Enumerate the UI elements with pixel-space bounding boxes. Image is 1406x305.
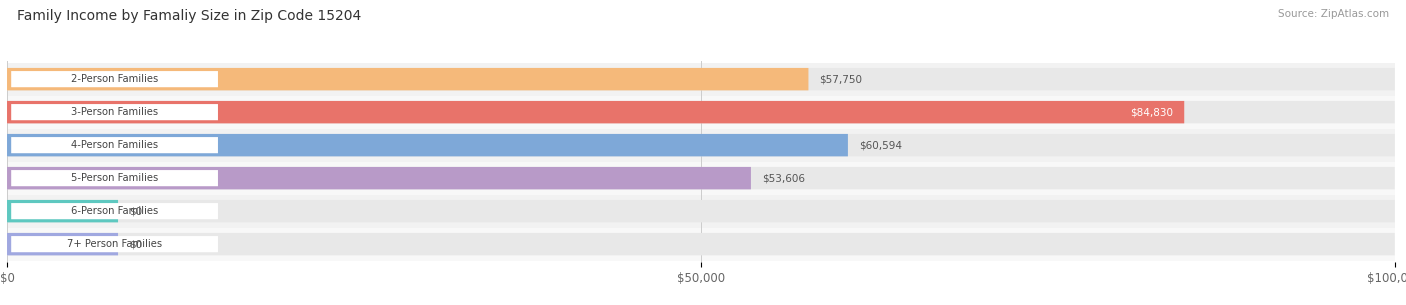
FancyBboxPatch shape xyxy=(7,68,808,90)
FancyBboxPatch shape xyxy=(7,167,751,189)
Bar xyxy=(7,96,1395,129)
FancyBboxPatch shape xyxy=(11,104,218,120)
Text: $60,594: $60,594 xyxy=(859,140,903,150)
FancyBboxPatch shape xyxy=(11,170,218,186)
Text: $53,606: $53,606 xyxy=(762,173,806,183)
FancyBboxPatch shape xyxy=(11,71,218,87)
FancyBboxPatch shape xyxy=(7,167,1395,189)
FancyBboxPatch shape xyxy=(7,134,848,156)
Bar xyxy=(7,195,1395,228)
Bar xyxy=(7,63,1395,96)
Bar xyxy=(7,162,1395,195)
Text: $0: $0 xyxy=(129,239,142,249)
FancyBboxPatch shape xyxy=(7,233,1395,255)
Text: $84,830: $84,830 xyxy=(1130,107,1173,117)
Bar xyxy=(7,129,1395,162)
FancyBboxPatch shape xyxy=(7,200,118,222)
Text: $57,750: $57,750 xyxy=(820,74,862,84)
Bar xyxy=(7,228,1395,261)
FancyBboxPatch shape xyxy=(7,233,118,255)
FancyBboxPatch shape xyxy=(7,134,1395,156)
FancyBboxPatch shape xyxy=(11,137,218,153)
Text: 5-Person Families: 5-Person Families xyxy=(70,173,159,183)
Text: 7+ Person Families: 7+ Person Families xyxy=(67,239,162,249)
FancyBboxPatch shape xyxy=(11,203,218,219)
Text: $0: $0 xyxy=(129,206,142,216)
FancyBboxPatch shape xyxy=(11,236,218,252)
Text: 2-Person Families: 2-Person Families xyxy=(70,74,159,84)
Text: 3-Person Families: 3-Person Families xyxy=(72,107,157,117)
FancyBboxPatch shape xyxy=(7,68,1395,90)
FancyBboxPatch shape xyxy=(7,101,1184,123)
FancyBboxPatch shape xyxy=(7,101,1395,123)
Text: 6-Person Families: 6-Person Families xyxy=(70,206,159,216)
Text: Family Income by Famaliy Size in Zip Code 15204: Family Income by Famaliy Size in Zip Cod… xyxy=(17,9,361,23)
Text: Source: ZipAtlas.com: Source: ZipAtlas.com xyxy=(1278,9,1389,19)
Text: 4-Person Families: 4-Person Families xyxy=(72,140,157,150)
FancyBboxPatch shape xyxy=(7,200,1395,222)
